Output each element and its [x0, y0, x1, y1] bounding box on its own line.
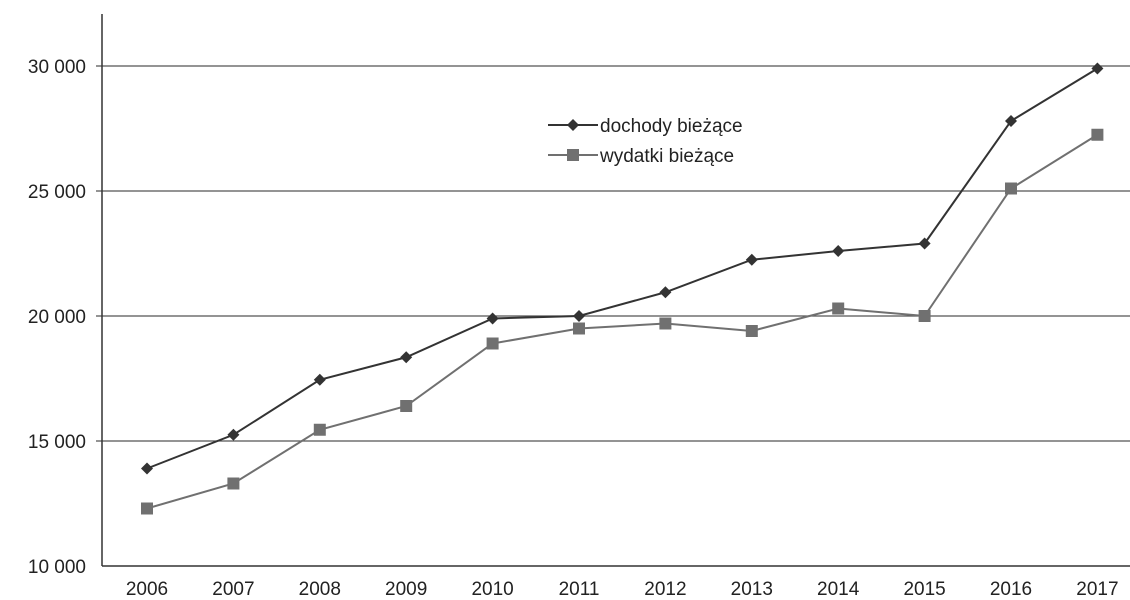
series-1	[141, 128, 1104, 515]
y-tick-label: 15 000	[28, 432, 86, 453]
y-tick-label: 25 000	[28, 182, 86, 203]
x-tick-label: 2008	[299, 579, 341, 600]
x-tick-label: 2013	[731, 579, 773, 600]
y-tick-label: 20 000	[28, 307, 86, 328]
data-point	[1005, 115, 1017, 127]
data-point	[141, 462, 153, 475]
data-point	[832, 245, 845, 257]
y-tick-label: 30 000	[28, 57, 86, 78]
data-point	[1091, 62, 1104, 75]
data-point	[400, 351, 413, 364]
x-tick-label: 2009	[385, 579, 427, 600]
series-0	[141, 62, 1104, 475]
data-point	[573, 310, 585, 322]
data-point	[313, 423, 326, 436]
legend-item-dochody: dochody bieżące	[548, 116, 743, 137]
data-point	[832, 302, 845, 315]
legend-label-wydatki: wydatki bieżące	[599, 146, 734, 167]
legend: dochody bieżące wydatki bieżące	[548, 116, 743, 167]
data-point	[141, 502, 153, 515]
data-point	[486, 312, 499, 325]
series-line	[146, 133, 1098, 510]
legend-label-dochody: dochody bieżące	[600, 116, 743, 137]
y-tick-label: 10 000	[28, 557, 86, 578]
data-point	[918, 237, 931, 250]
data-point	[573, 322, 585, 335]
x-tick-label: 2012	[644, 579, 686, 600]
series-line	[146, 67, 1098, 470]
square-marker-icon	[567, 149, 579, 161]
gridlines	[96, 65, 1130, 442]
data-point	[659, 317, 672, 330]
x-tick-label: 2017	[1076, 579, 1118, 600]
data-point	[313, 373, 326, 386]
data-point	[227, 477, 240, 490]
data-point	[1091, 128, 1104, 141]
series-group	[141, 62, 1104, 515]
x-tick-labels: 2006 2007 2008 2009 2010 2011 2012 2013 2014 2015…	[126, 579, 1119, 600]
x-tick-label: 2015	[903, 579, 945, 600]
data-point	[400, 400, 413, 412]
data-point	[659, 286, 672, 299]
data-point	[745, 253, 758, 266]
x-tick-label: 2010	[471, 579, 513, 600]
data-point	[745, 325, 758, 337]
y-tick-labels: 10 000 15 000 20 000 25 000 30 000	[28, 57, 86, 578]
x-tick-label: 2014	[817, 579, 860, 600]
diamond-marker-icon	[567, 119, 579, 131]
data-point	[486, 337, 499, 350]
x-tick-label: 2011	[559, 579, 600, 600]
x-tick-label: 2006	[126, 579, 168, 600]
x-tick-label: 2007	[212, 579, 254, 600]
legend-item-wydatki: wydatki bieżące	[548, 146, 734, 167]
data-point	[918, 310, 931, 322]
data-point	[227, 428, 240, 441]
axes	[101, 14, 1130, 567]
x-tick-label: 2016	[990, 579, 1032, 600]
data-point	[1005, 182, 1017, 195]
